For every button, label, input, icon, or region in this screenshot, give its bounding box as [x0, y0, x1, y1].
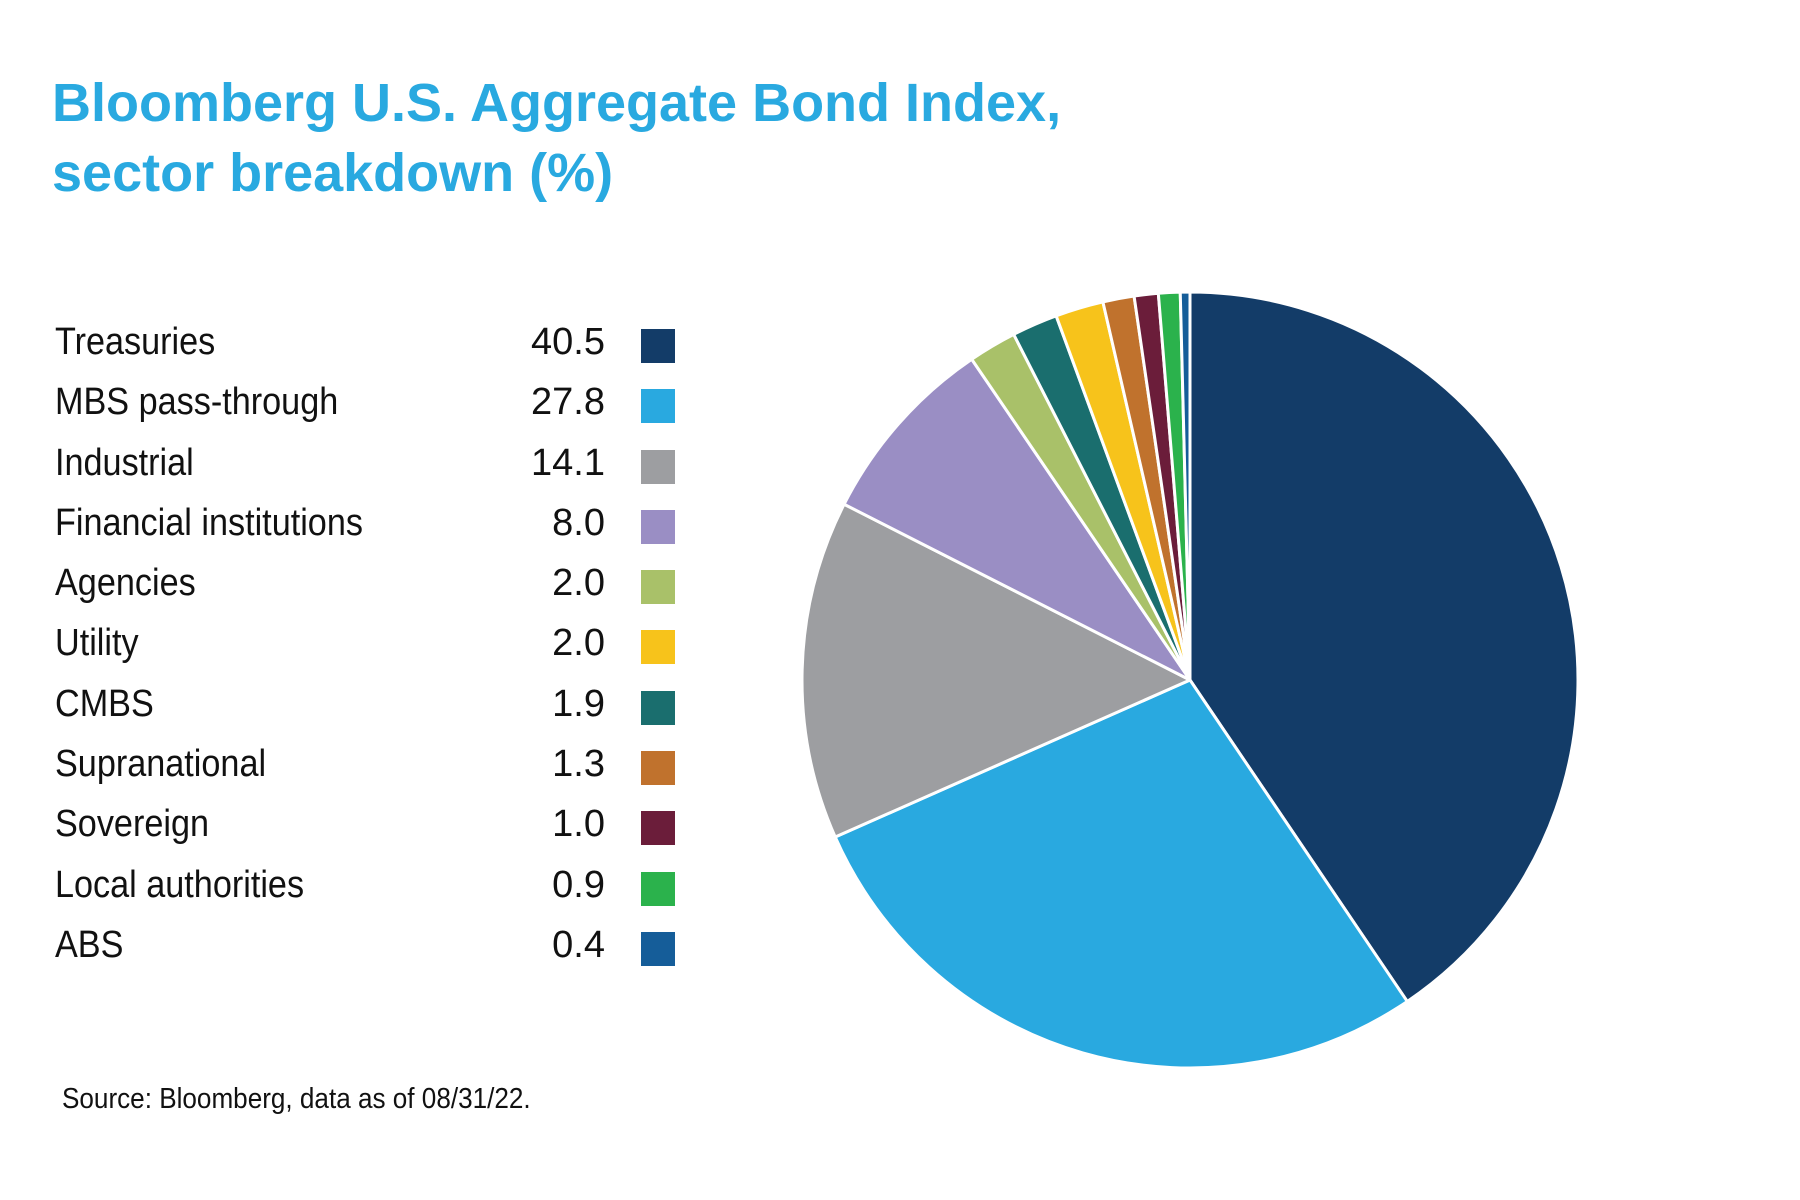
legend-item-agencies: Agencies 2.0: [55, 558, 695, 618]
legend-label: Agencies: [55, 562, 196, 605]
chart-legend: Treasuries 40.5 MBS pass-through 27.8 Indust…: [55, 317, 695, 980]
legend-item-treasuries: Treasuries 40.5: [55, 317, 695, 377]
legend-item-supranational: Supranational 1.3: [55, 739, 695, 799]
legend-label: Supranational: [55, 743, 267, 786]
legend-item-utility: Utility 2.0: [55, 618, 695, 678]
pie-slice-abs: [1178, 290, 1192, 682]
legend-item-mbs-pass-through: MBS pass-through 27.8: [55, 377, 695, 437]
legend-item-abs: ABS 0.4: [55, 920, 695, 980]
legend-swatch: [641, 449, 675, 484]
legend-value: 0.9: [552, 863, 605, 906]
legend-swatch: [641, 329, 675, 363]
legend-value: 2.0: [552, 622, 605, 665]
legend-swatch: [641, 751, 675, 786]
legend-value: 2.0: [552, 562, 605, 605]
legend-label: Local authorities: [55, 863, 305, 906]
legend-value: 1.9: [552, 682, 605, 725]
legend-swatch: [641, 690, 675, 725]
chart-title-line-1: Bloomberg U.S. Aggregate Bond Index,: [52, 73, 1062, 133]
chart-title-line-2: sector breakdown (%): [52, 143, 614, 203]
legend-label: CMBS: [55, 682, 154, 725]
legend-value: 8.0: [552, 501, 605, 544]
legend-item-sovereign: Sovereign 1.0: [55, 799, 695, 859]
pie-slice-financial-institutions: [842, 357, 1192, 682]
pie-chart: [800, 290, 1580, 1070]
legend-label: Industrial: [55, 441, 194, 484]
pie-slice-treasuries: [1188, 290, 1580, 1003]
legend-swatch: [641, 570, 675, 605]
legend-swatch: [641, 871, 675, 906]
legend-swatch: [641, 509, 675, 544]
legend-value: 40.5: [531, 321, 605, 363]
legend-label: MBS pass-through: [55, 381, 339, 424]
legend-swatch: [641, 389, 675, 424]
legend-value: 14.1: [531, 441, 605, 484]
legend-value: 1.0: [552, 803, 605, 846]
legend-swatch: [641, 630, 675, 665]
legend-value: 27.8: [531, 381, 605, 424]
legend-label: ABS: [55, 923, 124, 966]
legend-item-industrial: Industrial 14.1: [55, 438, 695, 498]
legend-item-financial-institutions: Financial institutions 8.0: [55, 498, 695, 558]
legend-value: 0.4: [552, 923, 605, 966]
legend-swatch: [641, 931, 675, 966]
legend-label: Sovereign: [55, 803, 210, 846]
pie-slice-mbs-pass-through: [833, 678, 1409, 1070]
legend-label: Financial institutions: [55, 501, 363, 544]
legend-item-local-authorities: Local authorities 0.9: [55, 860, 695, 920]
chart-title: Bloomberg U.S. Aggregate Bond Index, sec…: [52, 68, 1252, 208]
pie-slice-industrial: [800, 502, 1192, 839]
legend-swatch: [641, 811, 675, 846]
legend-item-cmbs: CMBS 1.9: [55, 679, 695, 739]
legend-value: 1.3: [552, 743, 605, 786]
legend-label: Treasuries: [55, 321, 216, 363]
source-note: Source: Bloomberg, data as of 08/31/22.: [62, 1083, 531, 1115]
legend-label: Utility: [55, 622, 139, 665]
